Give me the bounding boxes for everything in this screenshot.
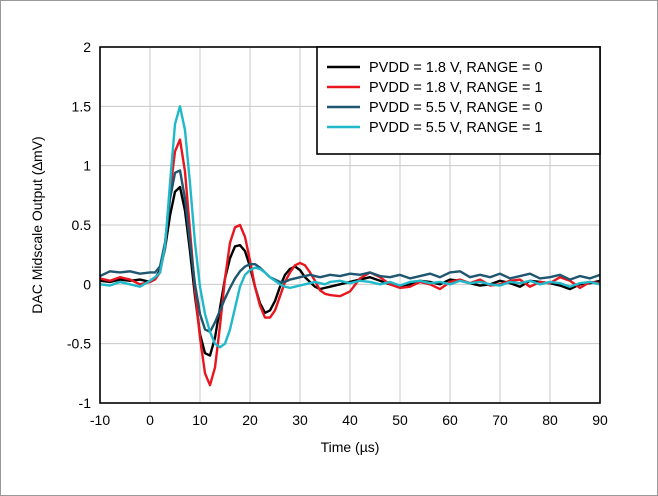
x-tick-label: 30 (292, 412, 308, 428)
y-tick-label: -1 (79, 395, 92, 411)
legend-entry: PVDD = 5.5 V, RANGE = 1 (369, 120, 543, 136)
y-tick-label: -0.5 (67, 336, 91, 352)
y-tick-labels: -1 -0.5 0 0.5 1 1.5 2 (67, 39, 91, 411)
y-tick-label: 0 (83, 276, 91, 292)
x-tick-label: -10 (90, 412, 110, 428)
x-axis-label: Time (µs) (321, 439, 380, 455)
legend-entry: PVDD = 5.5 V, RANGE = 0 (369, 100, 543, 116)
y-tick-label: 1.5 (72, 98, 92, 114)
x-tick-label: 10 (192, 412, 208, 428)
y-tick-label: 1 (83, 158, 91, 174)
y-tick-label: 0.5 (72, 217, 92, 233)
legend: PVDD = 1.8 V, RANGE = 0 PVDD = 1.8 V, RAN… (316, 46, 601, 155)
x-tick-label: 40 (342, 412, 358, 428)
x-tick-label: 20 (242, 412, 258, 428)
x-tick-label: 70 (492, 412, 508, 428)
legend-entry: PVDD = 1.8 V, RANGE = 1 (369, 80, 543, 96)
x-tick-label: 90 (592, 412, 608, 428)
legend-entry: PVDD = 1.8 V, RANGE = 0 (369, 60, 543, 76)
x-tick-label: 80 (542, 412, 558, 428)
series-layer (100, 105, 600, 387)
series-line-4 (100, 105, 600, 349)
x-tick-label: 50 (392, 412, 408, 428)
series-line-3 (100, 169, 600, 333)
x-tick-label: 60 (442, 412, 458, 428)
x-tick-labels: -10 0 10 20 30 40 50 60 70 80 90 (90, 412, 608, 428)
y-axis-label: DAC Midscale Output (∆mV) (29, 136, 45, 313)
x-tick-label: 0 (146, 412, 154, 428)
y-tick-label: 2 (83, 39, 91, 55)
legend-box (316, 46, 601, 155)
